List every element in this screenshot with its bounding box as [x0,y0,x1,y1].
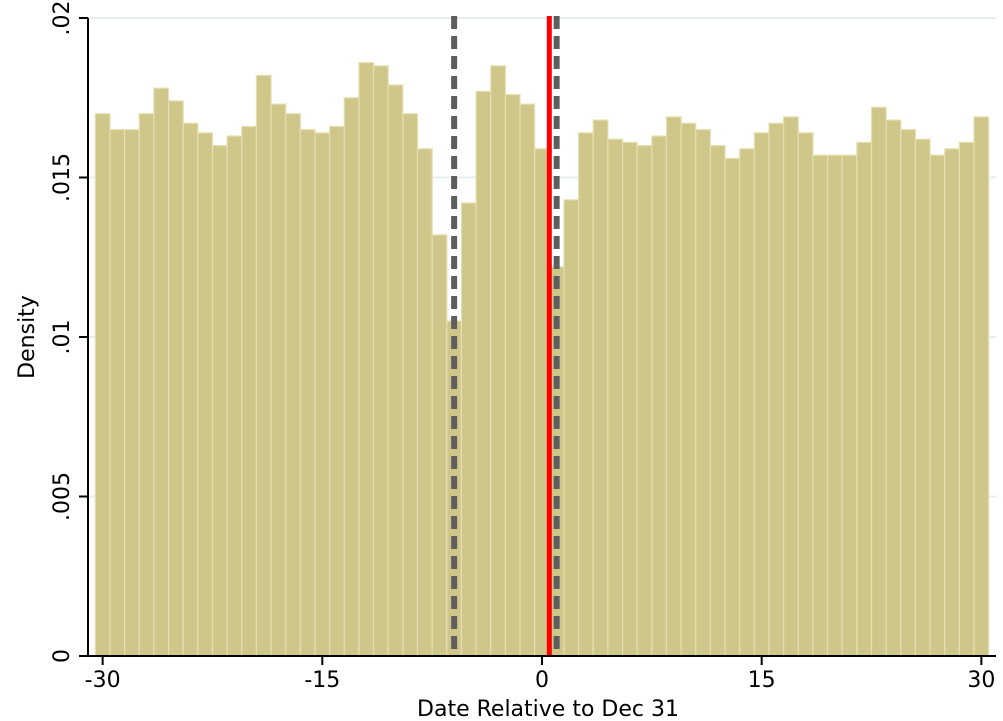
bar [929,154,946,657]
bars [94,62,990,657]
bar [665,116,682,657]
bar [841,154,858,657]
bar [651,135,668,657]
bar [958,141,975,657]
bar [812,154,829,657]
y-tick-label: .015 [50,153,75,202]
bar [504,93,521,657]
bar [241,125,258,657]
y-tick-label: .005 [50,472,75,521]
bar [885,119,902,657]
bar [607,138,624,657]
bar [197,132,214,657]
bar [211,145,228,657]
bar [768,122,785,657]
bar [270,103,287,657]
bar [563,199,580,657]
x-axis-title: Date Relative to Dec 31 [417,697,679,721]
y-tick-label: .01 [50,320,75,355]
bar [680,122,697,657]
bar [94,113,111,657]
bar [490,65,506,657]
bar [944,148,960,657]
bar [695,129,712,657]
bar [753,132,770,657]
bar [592,119,609,657]
bar [870,106,887,657]
bar [372,65,389,657]
bar [314,132,331,657]
x-tick-label: 15 [748,668,776,693]
bar [329,125,345,657]
bar [636,145,653,657]
bar [460,202,477,657]
bar [358,62,375,657]
x-tick-label: -30 [85,668,121,693]
y-axis-title: Density [15,295,40,379]
bar [900,129,917,657]
bar [299,129,316,657]
x-tick-label: 0 [535,668,549,693]
bar [138,113,155,657]
bar [739,148,755,657]
bar [973,116,990,657]
bar [826,154,843,657]
bar [153,87,170,657]
axes [79,17,996,665]
bar [402,113,419,657]
bar [578,132,594,657]
bar [226,135,243,657]
bar [519,103,536,657]
bar [124,129,140,657]
bar [387,84,404,657]
bar [621,141,638,657]
bar [724,157,741,657]
bar [431,234,448,657]
x-tick-label: -15 [304,668,340,693]
bar [343,97,360,657]
bar [182,122,199,657]
bar [475,90,492,657]
reference-lines [451,16,560,656]
bar [109,129,126,657]
bar [255,74,272,657]
bar [416,148,433,657]
bar [914,138,931,657]
bar [856,141,873,657]
bar [285,113,301,657]
bar [709,145,726,657]
tick-labels: 0 .005 .01 .015 .02 -30 -15 0 15 30 [50,1,995,694]
bar [783,116,799,657]
y-tick-label: 0 [50,649,75,663]
y-tick-label: .02 [50,1,75,36]
bar [167,100,184,657]
bar [797,132,814,657]
x-tick-label: 30 [967,668,995,693]
